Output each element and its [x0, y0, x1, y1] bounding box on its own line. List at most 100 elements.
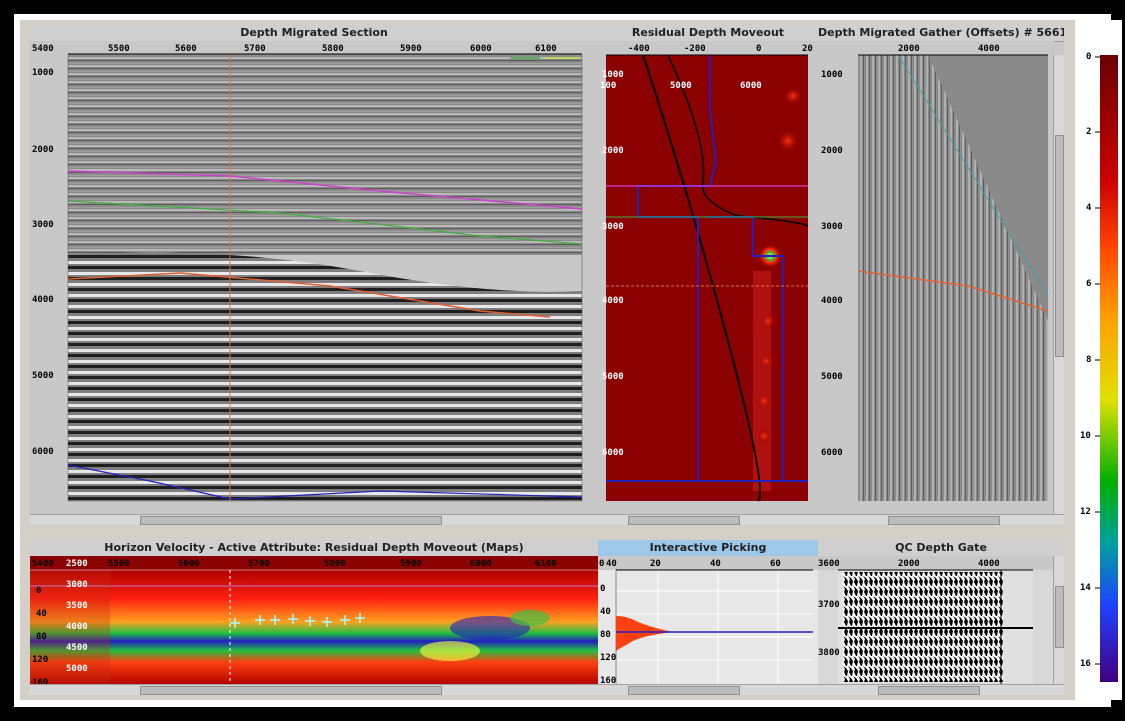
moveout-y-tick: 3000 [602, 222, 624, 232]
moveout-mid-tick: 6000 [740, 81, 762, 91]
horizon-horizontal-scrollbar[interactable] [30, 684, 598, 695]
picking-y-tick: 0 [600, 584, 606, 594]
scrollbar-thumb[interactable] [878, 686, 980, 695]
section-horizontal-scrollbar[interactable] [30, 514, 598, 525]
qc-y-tick: 3800 [818, 648, 840, 658]
scrollbar-thumb[interactable] [140, 686, 442, 695]
section-x-tick: 6100 [535, 44, 557, 54]
section-x-tick: 6000 [470, 44, 492, 54]
moveout-mid-tick: 5000 [670, 81, 692, 91]
colorbar-tick: 10 [1080, 431, 1091, 441]
panel-title: Residual Depth Moveout [598, 25, 818, 42]
picking-x-tick: 40 [606, 559, 617, 569]
colorbar-tick: 16 [1080, 659, 1091, 669]
moveout-y-tick: 1000 [602, 70, 624, 80]
horizon-magenta [67, 170, 583, 210]
section-y-tick: 3000 [32, 220, 54, 230]
horizon-x-tick: 5800 [324, 559, 346, 569]
depth-migrated-gather-panel: Depth Migrated Gather (Offsets) # 5661 2… [818, 25, 1064, 525]
colorbar: 0 2 4 6 8 10 12 14 16 [1078, 20, 1122, 700]
colorbar-gradient [1095, 55, 1118, 682]
interactive-picking-panel: Interactive Picking 0 40 20 40 60 0 40 [598, 540, 818, 695]
horizon-velocity-tick: 5000 [66, 664, 88, 674]
moveout-y-tick: 2000 [602, 146, 624, 156]
section-seismic-view[interactable] [30, 41, 598, 515]
scrollbar-thumb[interactable] [1055, 586, 1064, 648]
picking-y-tick: 80 [600, 630, 611, 640]
colorbar-tick: 0 [1086, 52, 1092, 62]
horizon-velocity-tick: 3000 [66, 580, 88, 590]
gather-horizontal-scrollbar[interactable] [818, 514, 1064, 525]
picking-plot[interactable] [598, 556, 818, 685]
horizon-x-tick: 5900 [400, 559, 422, 569]
section-y-tick: 4000 [32, 295, 54, 305]
qc-y-tick: 3600 [818, 559, 840, 569]
gather-y-tick: 6000 [821, 448, 843, 458]
moveout-top-tick: -400 [628, 44, 650, 54]
colorbar-tick: 12 [1080, 507, 1091, 517]
section-y-tick: 2000 [32, 145, 54, 155]
horizon-velocity-map[interactable] [30, 556, 598, 685]
section-x-tick: 5900 [400, 44, 422, 54]
moveout-horizontal-scrollbar[interactable] [598, 514, 818, 525]
section-x-tick: 5400 [32, 44, 54, 54]
picking-x-tick: 60 [770, 559, 781, 569]
qc-horizontal-scrollbar[interactable] [818, 684, 1064, 695]
gather-y-tick: 3000 [821, 222, 843, 232]
picking-x-tick: 0 [599, 559, 605, 569]
picking-y-tick: 120 [600, 653, 617, 663]
horizon-y-tick: 160 [32, 678, 49, 688]
scrollbar-thumb[interactable] [140, 516, 442, 525]
scrollbar-thumb[interactable] [628, 516, 740, 525]
horizon-y-tick: 80 [36, 632, 47, 642]
qc-y-tick: 3700 [818, 600, 840, 610]
horizon-velocity-panel: Horizon Velocity - Active Attribute: Res… [30, 540, 598, 695]
horizon-orange [67, 272, 551, 318]
gather-vertical-scrollbar[interactable] [1053, 55, 1064, 515]
moveout-semblance-view[interactable] [598, 41, 818, 515]
picking-y-tick: 40 [600, 607, 611, 617]
colorbar-tick: 4 [1086, 203, 1092, 213]
gather-y-tick: 4000 [821, 296, 843, 306]
section-y-tick: 5000 [32, 371, 54, 381]
gather-y-tick: 2000 [821, 146, 843, 156]
panel-title: Depth Migrated Gather (Offsets) # 5661 [818, 25, 1064, 42]
horizon-x-tick: 5600 [178, 559, 200, 569]
horizon-velocity-tick: 3500 [66, 601, 88, 611]
horizon-velocity-tick: 2500 [66, 559, 88, 569]
section-y-tick: 6000 [32, 447, 54, 457]
section-x-tick: 5800 [322, 44, 344, 54]
qc-vertical-scrollbar[interactable] [1053, 556, 1064, 685]
panel-title: QC Depth Gate [818, 540, 1064, 557]
colorbar-tick: 6 [1086, 279, 1092, 289]
moveout-y-tick: 6000 [602, 448, 624, 458]
horizon-velocity-tick: 4000 [66, 622, 88, 632]
colorbar-tick: 14 [1080, 583, 1091, 593]
scrollbar-thumb[interactable] [888, 516, 1000, 525]
picking-horizontal-scrollbar[interactable] [598, 684, 818, 695]
panel-title: Horizon Velocity - Active Attribute: Res… [30, 540, 598, 557]
scrollbar-thumb[interactable] [628, 686, 740, 695]
horizon-x-tick: 6000 [470, 559, 492, 569]
horizon-x-tick: 5400 [32, 559, 54, 569]
picking-x-tick: 40 [710, 559, 721, 569]
gather-y-tick: 1000 [821, 70, 843, 80]
qc-depth-gate-panel: QC Depth Gate 2000 4000 3600 3700 3800 [818, 540, 1064, 695]
picking-y-tick: 160 [600, 676, 617, 686]
colorbar-tick: 8 [1086, 355, 1092, 365]
section-x-tick: 5500 [108, 44, 130, 54]
horizon-x-tick: 5700 [248, 559, 270, 569]
scrollbar-thumb[interactable] [1055, 135, 1064, 357]
horizon-green [67, 200, 583, 245]
section-y-tick: 1000 [32, 68, 54, 78]
moveout-y-tick: 4000 [602, 296, 624, 306]
moveout-mid-tick: 100 [600, 81, 617, 91]
residual-depth-moveout-panel: Residual Depth Moveout [598, 25, 818, 525]
gather-seismic-view[interactable] [818, 41, 1054, 515]
gather-y-tick: 5000 [821, 372, 843, 382]
qc-gate-view[interactable] [818, 556, 1054, 685]
moveout-y-tick: 5000 [602, 372, 624, 382]
horizon-x-tick: 6100 [535, 559, 557, 569]
application-workspace: Depth Migrated Section [20, 20, 1075, 700]
gather-x-tick: 4000 [978, 44, 1000, 54]
